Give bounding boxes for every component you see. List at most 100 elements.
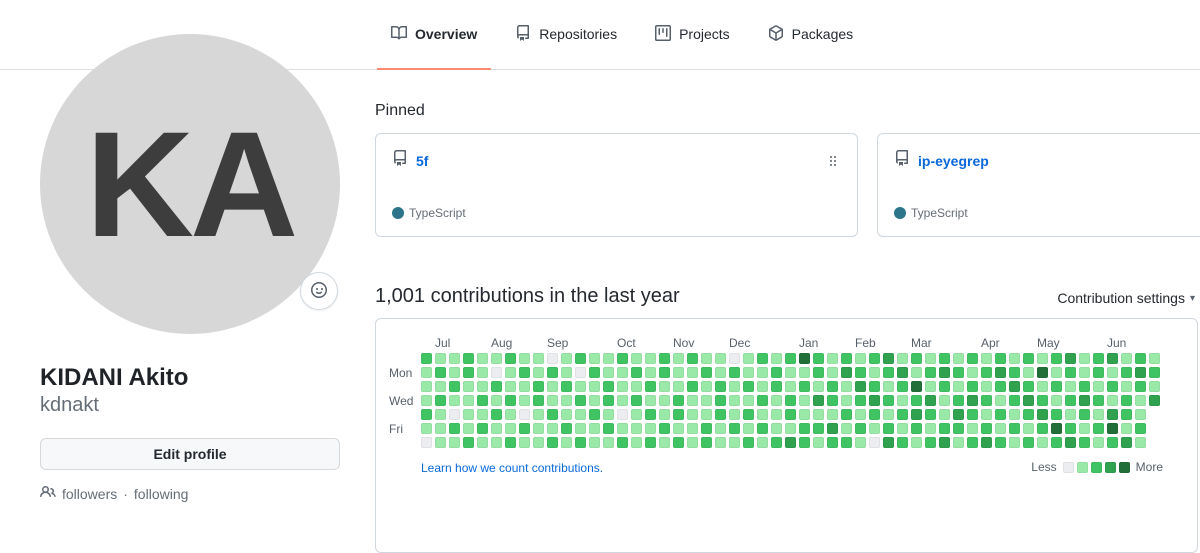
contribution-cell[interactable] xyxy=(729,423,740,434)
contribution-cell[interactable] xyxy=(1149,367,1160,378)
contribution-cell[interactable] xyxy=(869,423,880,434)
contribution-cell[interactable] xyxy=(1079,353,1090,364)
contribution-cell[interactable] xyxy=(533,409,544,420)
contribution-cell[interactable] xyxy=(1121,409,1132,420)
contribution-cell[interactable] xyxy=(715,353,726,364)
contribution-cell[interactable] xyxy=(743,367,754,378)
contribution-cell[interactable] xyxy=(855,381,866,392)
contribution-cell[interactable] xyxy=(449,353,460,364)
contribution-cell[interactable] xyxy=(897,395,908,406)
contribution-cell[interactable] xyxy=(491,353,502,364)
contribution-cell[interactable] xyxy=(561,395,572,406)
contribution-cell[interactable] xyxy=(1023,367,1034,378)
contribution-cell[interactable] xyxy=(561,381,572,392)
contribution-cell[interactable] xyxy=(995,395,1006,406)
contribution-cell[interactable] xyxy=(743,395,754,406)
contribution-cell[interactable] xyxy=(981,395,992,406)
contribution-cell[interactable] xyxy=(953,409,964,420)
contribution-cell[interactable] xyxy=(771,381,782,392)
contribution-cell[interactable] xyxy=(1135,409,1146,420)
contribution-cell[interactable] xyxy=(841,437,852,448)
contribution-cell[interactable] xyxy=(967,353,978,364)
contribution-cell[interactable] xyxy=(435,381,446,392)
contribution-cell[interactable] xyxy=(1121,423,1132,434)
contribution-cell[interactable] xyxy=(841,395,852,406)
contribution-cell[interactable] xyxy=(449,437,460,448)
contribution-cell[interactable] xyxy=(1093,381,1104,392)
contribution-cell[interactable] xyxy=(603,423,614,434)
contribution-cell[interactable] xyxy=(589,437,600,448)
contribution-cell[interactable] xyxy=(617,395,628,406)
contribution-cell[interactable] xyxy=(519,353,530,364)
contribution-cell[interactable] xyxy=(589,423,600,434)
contribution-cell[interactable] xyxy=(911,353,922,364)
contribution-cell[interactable] xyxy=(1135,353,1146,364)
contribution-cell[interactable] xyxy=(1037,437,1048,448)
contribution-cell[interactable] xyxy=(687,409,698,420)
contribution-cell[interactable] xyxy=(701,367,712,378)
contribution-cell[interactable] xyxy=(743,353,754,364)
contribution-cell[interactable] xyxy=(785,437,796,448)
contribution-cell[interactable] xyxy=(995,423,1006,434)
contribution-cell[interactable] xyxy=(1009,381,1020,392)
contribution-cell[interactable] xyxy=(659,395,670,406)
contribution-cell[interactable] xyxy=(785,353,796,364)
contribution-cell[interactable] xyxy=(1121,381,1132,392)
contribution-cell[interactable] xyxy=(575,367,586,378)
contribution-cell[interactable] xyxy=(645,353,656,364)
contribution-cell[interactable] xyxy=(841,353,852,364)
contribution-cell[interactable] xyxy=(841,423,852,434)
contribution-cell[interactable] xyxy=(449,381,460,392)
contribution-cell[interactable] xyxy=(1079,381,1090,392)
contribution-cell[interactable] xyxy=(603,437,614,448)
contribution-cell[interactable] xyxy=(883,437,894,448)
contribution-cell[interactable] xyxy=(939,409,950,420)
contribution-cell[interactable] xyxy=(869,353,880,364)
contribution-cell[interactable] xyxy=(477,437,488,448)
contribution-cell[interactable] xyxy=(421,381,432,392)
contribution-cell[interactable] xyxy=(477,353,488,364)
contribution-cell[interactable] xyxy=(1093,409,1104,420)
contribution-cell[interactable] xyxy=(631,353,642,364)
contribution-cell[interactable] xyxy=(659,353,670,364)
contribution-cell[interactable] xyxy=(841,381,852,392)
contribution-cell[interactable] xyxy=(827,381,838,392)
contribution-cell[interactable] xyxy=(1023,395,1034,406)
contribution-cell[interactable] xyxy=(1051,409,1062,420)
contribution-cell[interactable] xyxy=(687,395,698,406)
contribution-cell[interactable] xyxy=(715,395,726,406)
contribution-cell[interactable] xyxy=(1037,353,1048,364)
contribution-cell[interactable] xyxy=(813,381,824,392)
tab-repositories[interactable]: Repositories xyxy=(501,0,631,70)
contribution-cell[interactable] xyxy=(1135,395,1146,406)
contribution-cell[interactable] xyxy=(701,381,712,392)
contribution-settings-dropdown[interactable]: Contribution settings ▾ xyxy=(1057,290,1195,306)
contribution-cell[interactable] xyxy=(491,423,502,434)
contribution-cell[interactable] xyxy=(1121,395,1132,406)
avatar[interactable]: KA xyxy=(40,34,340,334)
contribution-cell[interactable] xyxy=(1051,437,1062,448)
contribution-cell[interactable] xyxy=(1065,437,1076,448)
contribution-cell[interactable] xyxy=(673,381,684,392)
contribution-cell[interactable] xyxy=(547,437,558,448)
edit-profile-button[interactable]: Edit profile xyxy=(40,438,340,470)
contribution-cell[interactable] xyxy=(701,437,712,448)
contribution-cell[interactable] xyxy=(855,409,866,420)
contribution-cell[interactable] xyxy=(869,381,880,392)
contribution-cell[interactable] xyxy=(785,395,796,406)
contribution-cell[interactable] xyxy=(827,423,838,434)
contribution-cell[interactable] xyxy=(981,367,992,378)
contribution-cell[interactable] xyxy=(547,367,558,378)
contribution-cell[interactable] xyxy=(953,423,964,434)
contribution-cell[interactable] xyxy=(561,423,572,434)
contribution-cell[interactable] xyxy=(757,395,768,406)
contribution-cell[interactable] xyxy=(631,395,642,406)
contribution-cell[interactable] xyxy=(911,367,922,378)
contribution-cell[interactable] xyxy=(673,409,684,420)
contribution-cell[interactable] xyxy=(533,367,544,378)
contribution-cell[interactable] xyxy=(505,395,516,406)
contribution-cell[interactable] xyxy=(897,353,908,364)
contribution-cell[interactable] xyxy=(1149,395,1160,406)
contribution-cell[interactable] xyxy=(1135,423,1146,434)
contribution-cell[interactable] xyxy=(1037,395,1048,406)
